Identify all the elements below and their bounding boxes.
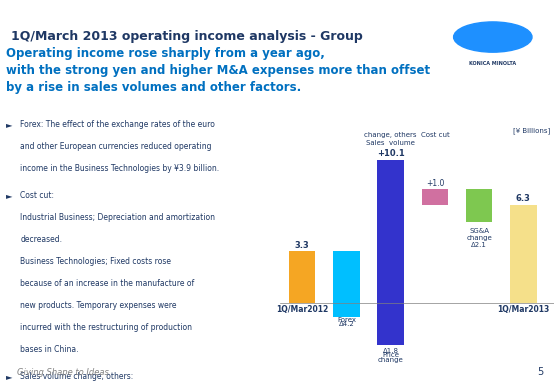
Text: ►: ► [6,120,12,129]
Bar [333,251,360,317]
Text: Cost cut:: Cost cut: [20,191,54,200]
Text: 1Q/March 2013 operating income analysis - Group: 1Q/March 2013 operating income analysis … [11,30,363,43]
Text: Price: Price [382,352,399,358]
Text: Operating income rose sharply from a year ago,
with the strong yen and higher M&: Operating income rose sharply from a yea… [6,47,430,94]
Text: Giving Shape to Ideas: Giving Shape to Ideas [17,368,109,377]
Bar [289,251,315,303]
Text: Forex: The effect of the exchange rates of the euro: Forex: The effect of the exchange rates … [20,120,215,129]
Bar [377,317,404,345]
Text: ►: ► [6,372,12,381]
Text: Sales  volume: Sales volume [366,140,415,146]
Text: 3.3: 3.3 [295,241,310,250]
Text: change: change [378,357,404,363]
Text: +1.0: +1.0 [426,179,444,188]
Text: Business Technologies; Fixed costs rose: Business Technologies; Fixed costs rose [20,257,171,266]
Text: new products. Temporary expenses were: new products. Temporary expenses were [20,301,176,310]
Text: because of an increase in the manufacture of: because of an increase in the manufactur… [20,279,194,288]
Text: Industrial Business; Depreciation and amortization: Industrial Business; Depreciation and am… [20,213,215,222]
Text: +10.1: +10.1 [377,149,404,158]
Bar [466,189,492,222]
Ellipse shape [454,22,532,52]
Text: Sales volume change, others:: Sales volume change, others: [20,372,133,381]
Text: bases in China.: bases in China. [20,345,78,354]
Text: decreased.: decreased. [20,235,62,244]
Text: Cost cut: Cost cut [421,132,449,138]
Text: 6.3: 6.3 [516,194,531,203]
Text: SG&A
change
Δ2.1: SG&A change Δ2.1 [466,228,492,248]
Bar [510,205,536,303]
Text: 5: 5 [537,367,543,378]
Text: Forex: Forex [337,317,356,323]
Text: income in the Business Technologies by ¥3.9 billion.: income in the Business Technologies by ¥… [20,164,220,173]
Bar [422,189,448,205]
Text: Δ1.8: Δ1.8 [382,348,399,353]
Text: [¥ Billions]: [¥ Billions] [513,127,550,134]
Text: and other European currencies reduced operating: and other European currencies reduced op… [20,142,212,151]
Text: incurred with the restructuring of production: incurred with the restructuring of produ… [20,323,192,332]
Bar [377,160,404,317]
Text: ►: ► [6,191,12,200]
Text: KONICA MINOLTA: KONICA MINOLTA [469,61,516,66]
Text: 1Q/Mar2013: 1Q/Mar2013 [497,305,549,314]
Text: Δ4.2: Δ4.2 [338,321,354,327]
Text: change, others: change, others [365,132,417,138]
Text: 1Q/Mar2012: 1Q/Mar2012 [276,305,328,314]
